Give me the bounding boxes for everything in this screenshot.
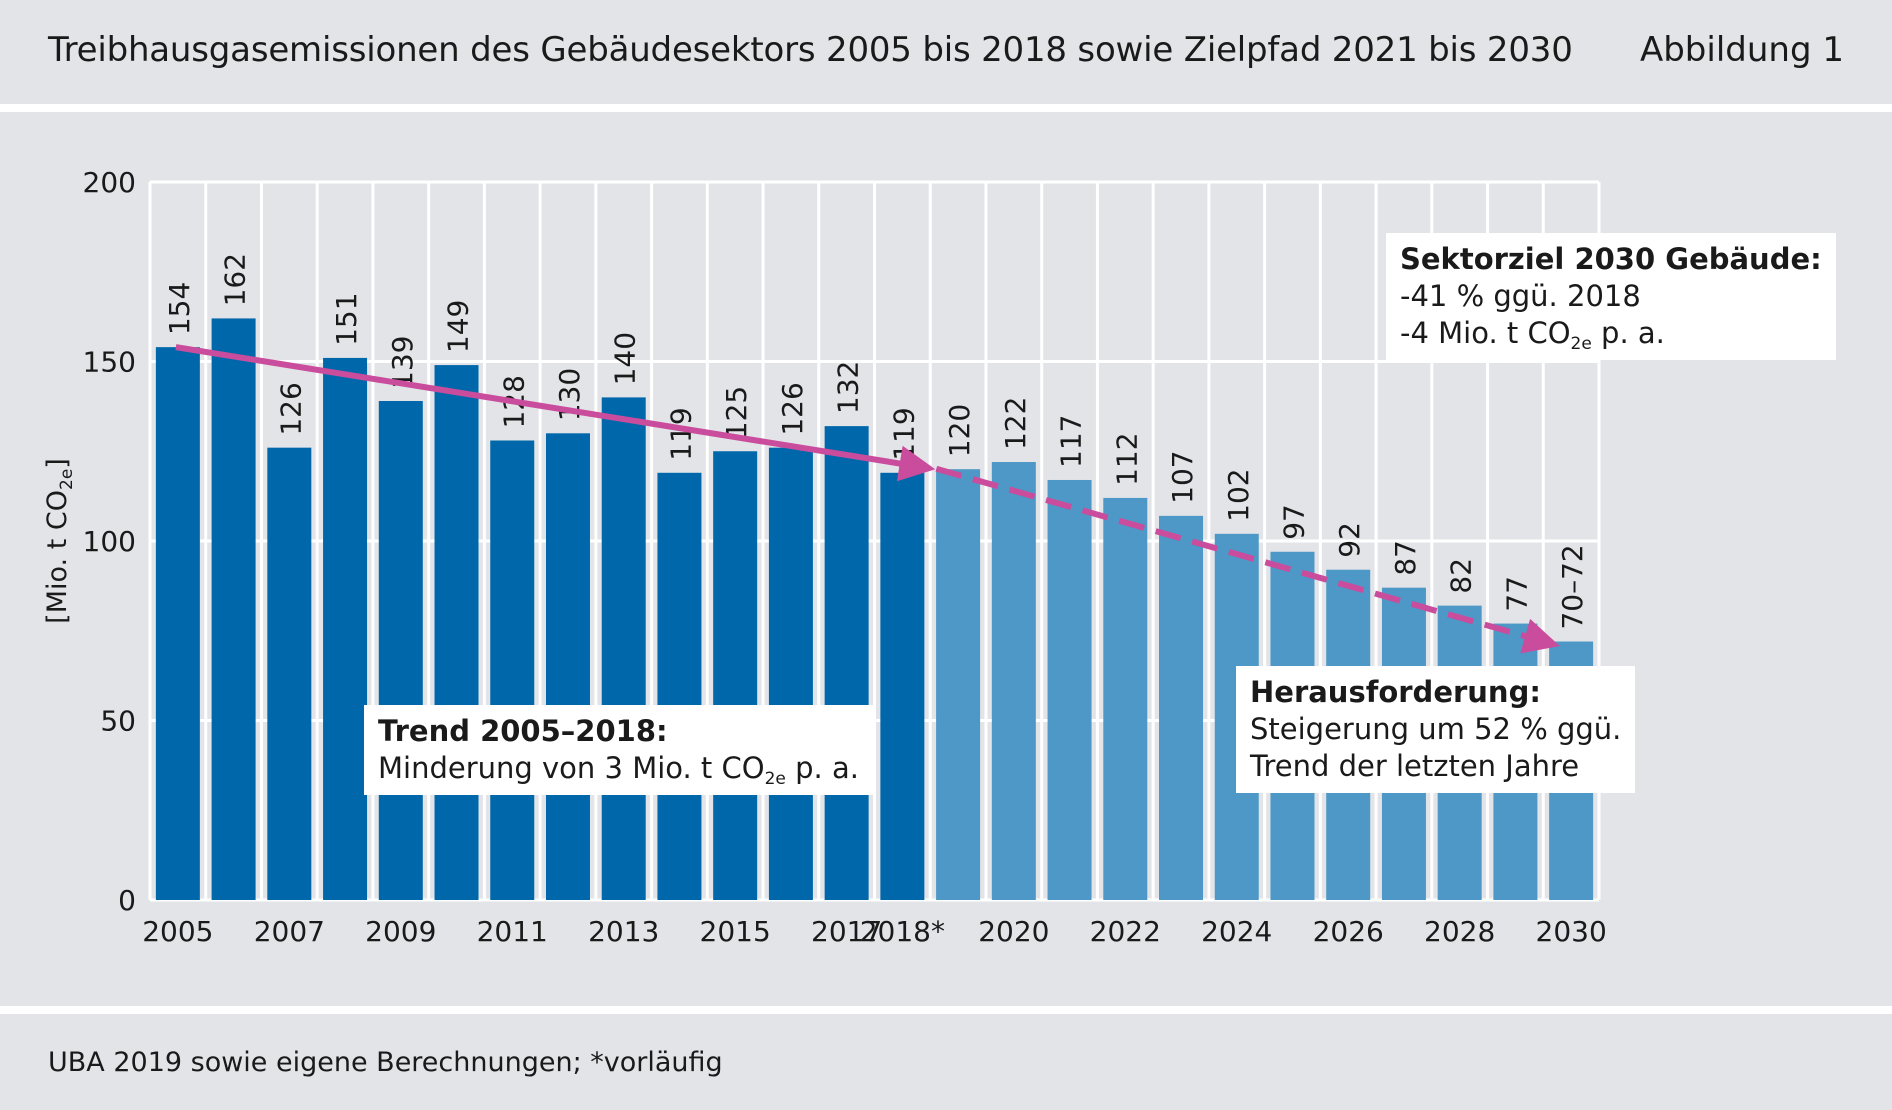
bar: [1047, 479, 1092, 900]
bar: [601, 397, 646, 900]
bar: [936, 469, 981, 900]
trend-annotation: Trend 2005–2018: Minderung von 3 Mio. t …: [364, 705, 873, 795]
bar-value-label: 154: [163, 282, 196, 335]
x-tick-label: 2013: [588, 915, 659, 948]
challenge-text-line1: Steigerung um 52 % ggü.: [1250, 712, 1622, 746]
bar: [768, 447, 813, 900]
bar: [267, 447, 312, 900]
header-bar: Treibhausgasemissionen des Gebäudesektor…: [0, 0, 1892, 104]
bar: [211, 318, 256, 900]
y-axis-label: [Mio. t CO2e]: [42, 458, 77, 624]
y-tick-label: 150: [83, 346, 136, 379]
bar-value-label: 149: [442, 300, 475, 353]
x-tick-label: 2005: [142, 915, 213, 948]
bar-value-label: 132: [832, 361, 865, 414]
bar-value-label: 126: [274, 382, 307, 435]
sector-target-percent: -41 % ggü. 2018: [1400, 279, 1641, 313]
x-tick-label: 2007: [254, 915, 325, 948]
challenge-annotation: Herausforderung: Steigerung um 52 % ggü.…: [1236, 666, 1636, 793]
bar: [155, 347, 200, 900]
x-tick-label: 2020: [978, 915, 1049, 948]
bar-value-label: 87: [1389, 540, 1422, 576]
trend-annotation-heading: Trend 2005–2018:: [378, 714, 668, 748]
bar: [657, 472, 702, 900]
x-tick-label: 2017: [811, 915, 882, 948]
source-note: UBA 2019 sowie eigene Berechnungen; *vor…: [48, 1047, 723, 1078]
bar: [545, 433, 590, 900]
x-tick-label: 2011: [477, 915, 548, 948]
x-tick-label: 2024: [1201, 915, 1272, 948]
bar: [1103, 497, 1148, 900]
sector-target-annotation: Sektorziel 2030 Gebäude: -41 % ggü. 2018…: [1386, 233, 1836, 360]
bar: [1159, 515, 1204, 900]
bar-value-label: 122: [999, 397, 1032, 450]
bar: [434, 365, 479, 901]
y-tick-label: 200: [83, 166, 136, 199]
y-tick-label: 50: [100, 705, 136, 738]
bar-value-label: 162: [219, 253, 252, 306]
bar-value-label: 119: [887, 407, 920, 460]
bar-value-label: 70–72: [1556, 544, 1589, 629]
challenge-heading: Herausforderung:: [1250, 675, 1541, 709]
footer-bar: [0, 1014, 1892, 1110]
x-tick-label: 2022: [1090, 915, 1161, 948]
y-tick-label: 100: [83, 525, 136, 558]
sector-target-heading: Sektorziel 2030 Gebäude:: [1400, 242, 1822, 276]
bar: [490, 440, 535, 900]
challenge-text-line2: Trend der letzten Jahre: [1250, 749, 1580, 783]
bar-value-label: 107: [1166, 450, 1199, 503]
x-tick-label: 2030: [1536, 915, 1607, 948]
bar: [378, 400, 423, 900]
bar-value-label: 120: [943, 404, 976, 457]
bar: [991, 462, 1036, 900]
bar-value-label: 97: [1277, 504, 1310, 540]
bar-value-label: 151: [330, 292, 363, 345]
bar-value-label: 126: [776, 382, 809, 435]
bar-value-label: 92: [1333, 522, 1366, 558]
bar: [880, 472, 925, 900]
bar: [713, 451, 758, 900]
x-tick-label: 2018*: [860, 915, 945, 948]
chart-title: Treibhausgasemissionen des Gebäudesektor…: [48, 30, 1573, 70]
sector-target-annual: -4 Mio. t CO2e p. a.: [1400, 316, 1665, 354]
bar-value-label: 140: [609, 332, 642, 385]
bar-value-label: 117: [1055, 415, 1088, 468]
trend-annotation-text: Minderung von 3 Mio. t CO2e p. a.: [378, 751, 859, 789]
bar: [323, 357, 368, 900]
x-tick-label: 2015: [700, 915, 771, 948]
bar-value-label: 125: [720, 386, 753, 439]
x-tick-label: 2026: [1313, 915, 1384, 948]
x-tick-label: 2009: [365, 915, 436, 948]
x-tick-label: 2028: [1424, 915, 1495, 948]
bar-value-label: 119: [664, 407, 697, 460]
target-path-arrow: [935, 465, 1560, 654]
bar-value-label: 82: [1445, 558, 1478, 594]
bar-value-label: 77: [1500, 576, 1533, 612]
y-tick-label: 0: [118, 884, 136, 917]
bar-value-label: 112: [1110, 432, 1143, 485]
bar-value-label: 102: [1222, 468, 1255, 521]
trend-arrow: [175, 344, 936, 482]
bar: [824, 426, 869, 900]
figure-label: Abbildung 1: [1639, 30, 1844, 70]
